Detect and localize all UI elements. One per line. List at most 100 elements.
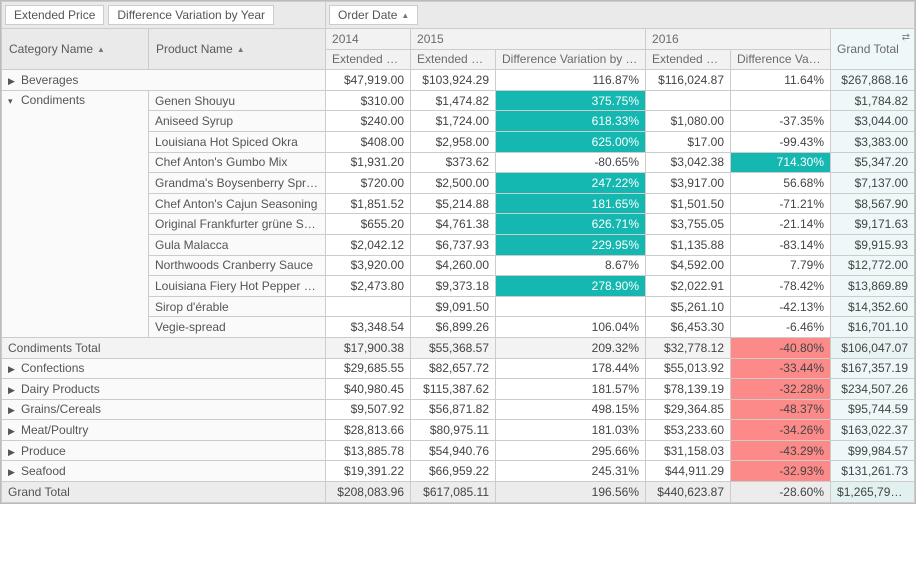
cell-ep2014: $9,507.92 [326,399,411,420]
cell-ep2016: $78,139.19 [646,379,731,400]
cell-ep2015: $80,975.11 [411,420,496,441]
row-header-seafood[interactable]: ▶Seafood [2,461,326,482]
row-field-product[interactable]: Product Name [149,29,326,70]
cell-dv2016: -34.26% [731,420,831,441]
row-header-confections[interactable]: ▶Confections [2,358,326,379]
cell-dv2016: -21.14% [731,214,831,235]
row-header-condiments-total[interactable]: Condiments Total [2,337,326,358]
measure-ep-2015[interactable]: Extended Price [411,49,496,70]
table-row: ▶Seafood $19,391.22 $66,959.22 245.31% $… [2,461,915,482]
chevron-right-icon[interactable]: ▶ [8,467,18,478]
data-field-extended-price[interactable]: Extended Price [5,5,104,25]
row-header-product[interactable]: Vegie-spread [149,317,326,338]
cell-dv2016: 7.79% [731,255,831,276]
row-header-product[interactable]: Grandma's Boysenberry Spread [149,173,326,194]
row-header-product[interactable]: Louisiana Hot Spiced Okra [149,131,326,152]
cell-ep2016: $55,013.92 [646,358,731,379]
data-field-diff-variation[interactable]: Difference Variation by Year [108,5,274,25]
cell-dv2015: 181.65% [496,193,646,214]
column-field-order-date[interactable]: Order Date [329,5,418,25]
measure-dv-2016[interactable]: Difference Variation by Year [731,49,831,70]
cell-dv2015: 498.15% [496,399,646,420]
chevron-right-icon[interactable]: ▶ [8,364,18,375]
grand-total-row: Grand Total $208,083.96 $617,085.11 196.… [2,482,915,503]
row-header-product[interactable]: Gula Malacca [149,234,326,255]
cell-ep2016: $5,261.10 [646,296,731,317]
measure-dv-2015[interactable]: Difference Variation by Year [496,49,646,70]
cell-dv2016: 714.30% [731,152,831,173]
row-header-condiments[interactable]: ▾Condiments [2,90,149,337]
row-header-grains[interactable]: ▶Grains/Cereals [2,399,326,420]
cell-ep2014: $17,900.38 [326,337,411,358]
cell-dv2016: -6.46% [731,317,831,338]
row-header-beverages[interactable]: ▶Beverages [2,70,326,91]
row-header-produce[interactable]: ▶Produce [2,440,326,461]
cell-dv2015: 278.90% [496,276,646,297]
cell-dv2015: 625.00% [496,131,646,152]
chevron-right-icon[interactable]: ▶ [8,405,18,416]
cell-ep2016: $1,080.00 [646,111,731,132]
row-header-dairy[interactable]: ▶Dairy Products [2,379,326,400]
measure-ep-2014[interactable]: Extended Price [326,49,411,70]
cell-dv2015: 247.22% [496,173,646,194]
col-header-2014[interactable]: 2014 [326,29,411,50]
chevron-right-icon[interactable]: ▶ [8,385,18,396]
cell-ep2016: $2,022.91 [646,276,731,297]
row-header-product[interactable]: Louisiana Fiery Hot Pepper Sauce [149,276,326,297]
cell-ep2015: $55,368.57 [411,337,496,358]
table-row: ▶Produce $13,885.78 $54,940.76 295.66% $… [2,440,915,461]
cell-ep2015: $5,214.88 [411,193,496,214]
row-header-product[interactable]: Aniseed Syrup [149,111,326,132]
cell-dv2015 [496,296,646,317]
row-header-product[interactable]: Chef Anton's Cajun Seasoning [149,193,326,214]
table-row: ▾Condiments Genen Shouyu $310.00 $1,474.… [2,90,915,111]
cell-grand-total: $1,784.82 [831,90,915,111]
cell-dv2016: -78.42% [731,276,831,297]
data-field-area[interactable]: Extended Price Difference Variation by Y… [2,2,326,29]
cell-grand-total: $234,507.26 [831,379,915,400]
cell-grand-total: $131,261.73 [831,461,915,482]
row-field-category[interactable]: Category Name [2,29,149,70]
cell-ep2014: $720.00 [326,173,411,194]
cell-dv2016: 56.68% [731,173,831,194]
col-header-grand-total[interactable]: Grand Total ⇄ [831,29,915,70]
row-header-product[interactable]: Sirop d'érable [149,296,326,317]
cell-ep2015: $4,761.38 [411,214,496,235]
cell-grand-total: $167,357.19 [831,358,915,379]
cell-ep2014: $40,980.45 [326,379,411,400]
row-header-product[interactable]: Original Frankfurter grüne Soße [149,214,326,235]
table-row: ▶Beverages $47,919.00 $103,924.29 116.87… [2,70,915,91]
table-row: ▶Confections $29,685.55 $82,657.72 178.4… [2,358,915,379]
cell-ep2014: $240.00 [326,111,411,132]
chevron-down-icon[interactable]: ▾ [8,96,18,107]
chevron-right-icon[interactable]: ▶ [8,447,18,458]
cell-dv2016: -32.28% [731,379,831,400]
table-row: ▶Dairy Products $40,980.45 $115,387.62 1… [2,379,915,400]
measure-ep-2016[interactable]: Extended Price [646,49,731,70]
row-header-product[interactable]: Chef Anton's Gumbo Mix [149,152,326,173]
chevron-right-icon[interactable]: ▶ [8,76,18,87]
cell-dv2016: -33.44% [731,358,831,379]
chevron-right-icon[interactable]: ▶ [8,426,18,437]
col-header-2016[interactable]: 2016 [646,29,831,50]
row-header-product[interactable]: Genen Shouyu [149,90,326,111]
cell-ep2015: $9,373.18 [411,276,496,297]
cell-dv2016: -37.35% [731,111,831,132]
cell-ep2014: $29,685.55 [326,358,411,379]
cell-ep2016: $3,755.05 [646,214,731,235]
cell-dv2015: 106.04% [496,317,646,338]
cell-dv2016: -48.37% [731,399,831,420]
cell-ep2015: $1,724.00 [411,111,496,132]
cell-ep2016: $116,024.87 [646,70,731,91]
cell-ep2016: $1,501.50 [646,193,731,214]
row-header-meat[interactable]: ▶Meat/Poultry [2,420,326,441]
cell-ep2015: $115,387.62 [411,379,496,400]
column-field-area[interactable]: Order Date [326,2,915,29]
col-header-2015[interactable]: 2015 [411,29,646,50]
cell-ep2015: $9,091.50 [411,296,496,317]
field-chooser-icon[interactable]: ⇄ [902,32,910,43]
cell-grand-total: $267,868.16 [831,70,915,91]
cell-ep2016: $6,453.30 [646,317,731,338]
cell-dv2016: -83.14% [731,234,831,255]
row-header-product[interactable]: Northwoods Cranberry Sauce [149,255,326,276]
